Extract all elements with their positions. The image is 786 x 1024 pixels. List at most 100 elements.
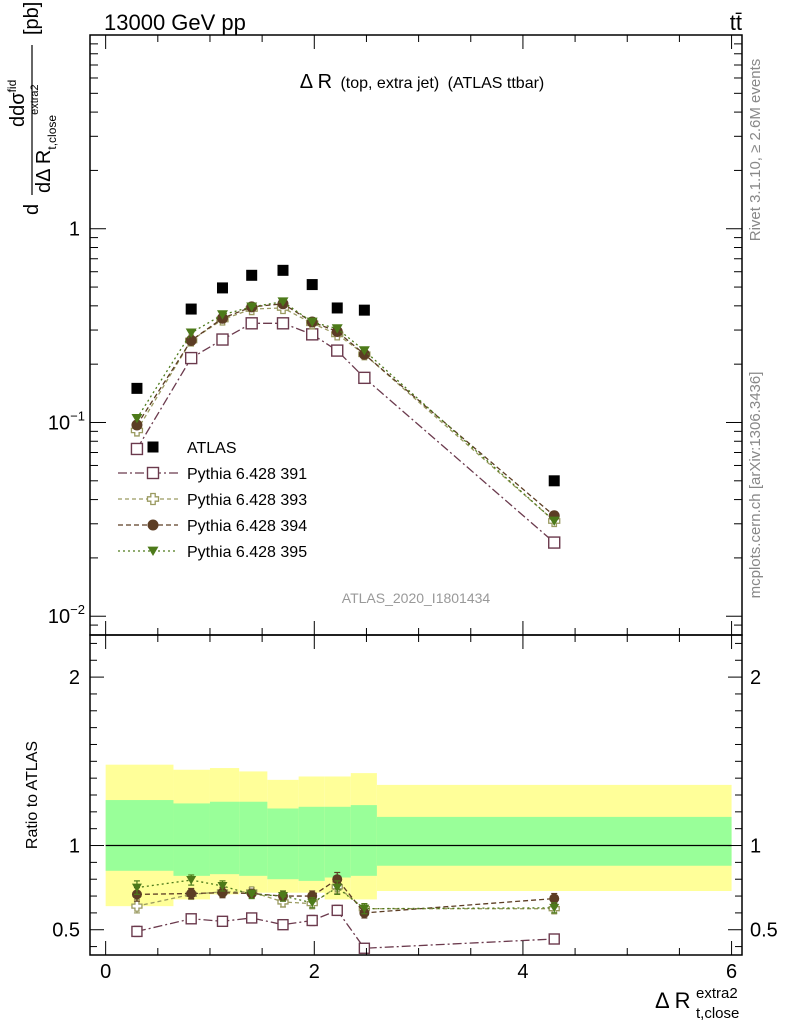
data-point: [331, 904, 343, 917]
main-plot-area: [130, 264, 561, 549]
uncertainty-band-inner: [267, 808, 299, 880]
legend-entry: Pythia 6.428 395: [118, 544, 307, 561]
data-point: [359, 904, 370, 914]
data-point: [277, 892, 288, 901]
x-label-sup: extra2: [696, 985, 738, 1002]
title-main: Δ R: [300, 71, 332, 93]
data-point: [306, 317, 318, 327]
ylabel-num-prefix: d: [21, 204, 43, 215]
ratio-line: [136, 879, 555, 910]
uncertainty-band-inner: [173, 803, 210, 876]
uncertainty-band-inner: [209, 801, 240, 875]
title-paren: (top, extra jet): [340, 75, 439, 92]
data-point: [332, 883, 343, 893]
data-point: [131, 413, 143, 424]
data-point: [276, 317, 290, 330]
uncertainty-band-inner: [105, 800, 174, 871]
data-point: [306, 914, 318, 927]
data-point: [147, 546, 159, 556]
legend-entry: Pythia 6.428 393: [118, 492, 307, 509]
data-point: [217, 881, 228, 891]
ylabel-den: dΔ Rt,closeextra2: [29, 84, 59, 193]
x-tick-label: 6: [726, 961, 737, 983]
data-point: [246, 269, 258, 281]
series-pythia-395: [131, 297, 560, 526]
main-y-axis: 1 10−1 10−2: [48, 34, 742, 636]
x-tick-label: 0: [100, 961, 111, 983]
x-label-sub: t,close: [696, 1005, 739, 1022]
analysis-id: ATLAS_2020_I1801434: [342, 590, 491, 606]
data-point: [131, 900, 143, 912]
legend: ATLAS Pythia 6.428 391 Pythia 6.428 393 Pyt…: [118, 440, 307, 561]
series-atlas: [131, 264, 560, 487]
y-tick-label: 10−2: [48, 602, 85, 628]
legend-label: Pythia 6.428 393: [187, 492, 307, 509]
data-point: [131, 883, 142, 893]
data-point: [217, 887, 228, 898]
main-y-label: ddσfid dΔ Rt,closeextra2 d [pb]: [5, 2, 59, 215]
legend-label: Pythia 6.428 395: [187, 544, 307, 561]
data-point: [185, 913, 197, 925]
legend-label: Pythia 6.428 391: [187, 466, 307, 483]
data-point: [549, 893, 560, 904]
data-point: [331, 324, 343, 334]
series-pythia-391: [130, 317, 561, 549]
data-point: [216, 282, 228, 294]
data-point: [277, 297, 289, 307]
ratio-y-tick-label-right: 2: [750, 667, 761, 689]
data-point: [147, 441, 159, 453]
data-point: [131, 382, 143, 394]
data-point: [146, 492, 160, 506]
ratio-y-tick-label: 0.5: [52, 920, 80, 942]
ratio-axes: 0.5 0.5 1 1 2 2 0 2 4 6: [52, 635, 778, 983]
data-point: [358, 346, 370, 356]
y-tick-label: 1: [69, 219, 80, 241]
data-point: [131, 419, 143, 431]
uncertainty-band-inner: [324, 806, 351, 878]
data-point: [548, 536, 561, 549]
data-point: [130, 442, 144, 456]
legend-label: Pythia 6.428 394: [187, 518, 307, 535]
data-point: [186, 876, 197, 885]
data-point: [146, 466, 160, 480]
data-point: [332, 874, 343, 885]
data-point: [307, 898, 318, 908]
mcplots-label: mcplots.cern.ch [arXiv:1306.3436]: [747, 372, 764, 599]
data-point: [185, 303, 197, 315]
x-tick-label: 2: [309, 961, 320, 983]
y-tick-label: 10−1: [48, 408, 85, 434]
ratio-line: [136, 909, 555, 949]
data-point: [245, 912, 258, 924]
data-point: [245, 317, 258, 330]
ratio-y-tick-label-right: 0.5: [750, 920, 778, 942]
data-point: [358, 942, 371, 954]
legend-entry: Pythia 6.428 394: [118, 518, 307, 535]
data-point: [277, 918, 289, 931]
series-pythia-394: [131, 298, 560, 522]
uncertainty-band-inner: [376, 816, 732, 866]
ratio-plot-area: [105, 764, 732, 954]
ylabel-num: ddσfid: [5, 80, 29, 127]
data-point: [331, 302, 343, 314]
data-point: [216, 915, 229, 928]
legend-entry: ATLAS: [147, 440, 237, 457]
data-point: [548, 516, 560, 526]
data-point: [548, 475, 560, 487]
data-point: [548, 933, 560, 945]
x-tick-label: 4: [517, 961, 528, 983]
main-panel: 1 10−1 10−2 Δ R (top, extra jet) (ATLAS tt…: [5, 2, 743, 636]
process-label: tt̄: [730, 10, 742, 35]
ratio-y-tick-label: 1: [69, 836, 80, 858]
ratio-series-391: [131, 904, 560, 954]
data-point: [216, 310, 228, 320]
collision-label: 13000 GeV pp: [104, 10, 246, 35]
ratio-series-395: [131, 874, 560, 915]
data-point: [246, 302, 258, 312]
data-point: [277, 264, 289, 276]
ratio-y-tick-label-right: 1: [750, 836, 761, 858]
data-point: [184, 351, 198, 365]
rivet-label: Rivet 3.1.10, ≥ 2.6M events: [747, 59, 764, 242]
data-point: [306, 328, 319, 341]
chart-title: Δ R (top, extra jet) (ATLAS ttbar): [300, 71, 545, 93]
